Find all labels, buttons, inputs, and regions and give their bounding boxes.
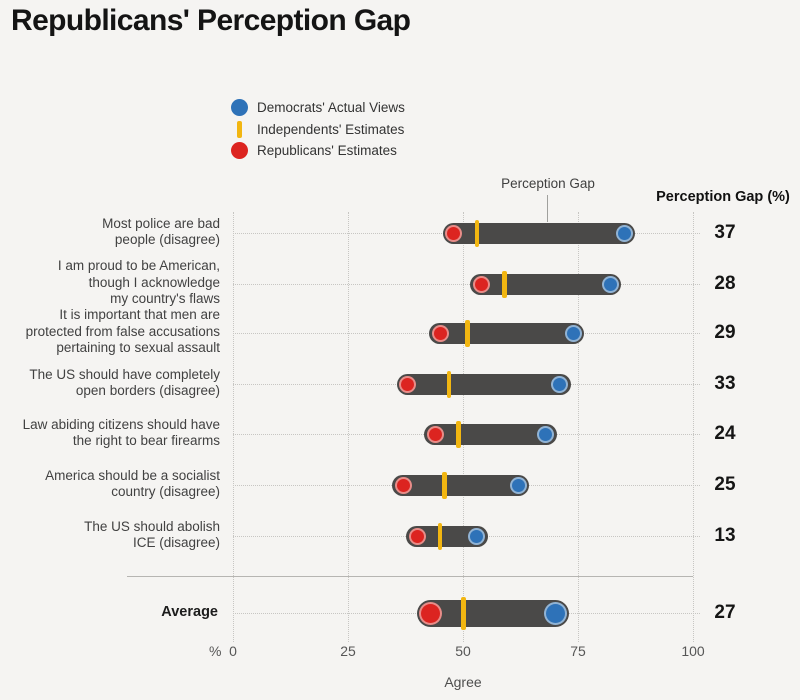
independent-estimate-line xyxy=(465,319,470,347)
gap-value: 13 xyxy=(714,525,736,546)
independent-estimate-line xyxy=(437,522,443,550)
democrat-actual-dot xyxy=(543,601,567,625)
independent-estimate-line xyxy=(442,471,447,499)
annotation-pointer-line xyxy=(547,195,548,222)
dumbbell-bar xyxy=(396,373,571,395)
row-label: Law abiding citizens should have the righ… xyxy=(22,416,220,449)
independent-estimate-line xyxy=(460,596,466,630)
legend-item: Democrats' Actual Views xyxy=(231,99,405,116)
republican-estimate-dot xyxy=(472,275,490,293)
democrat-actual-dot xyxy=(468,527,486,545)
democrat-actual-dot xyxy=(551,375,569,393)
legend-label: Democrats' Actual Views xyxy=(257,100,405,115)
gap-value: 24 xyxy=(714,423,736,444)
dumbbell-bar xyxy=(442,222,635,244)
gap-value: 33 xyxy=(714,373,736,394)
tick-label-0: 0 xyxy=(229,643,237,659)
republican-estimate-dot xyxy=(419,601,443,625)
independent-estimate-line xyxy=(456,420,461,448)
legend-label: Independents' Estimates xyxy=(257,121,405,137)
democrat-actual-dot xyxy=(509,476,527,494)
republican-estimate-dot xyxy=(426,425,444,443)
dumbbell-bar xyxy=(470,273,622,295)
republican-estimate-dot xyxy=(445,224,463,242)
row-label: It is important that men are protected fr… xyxy=(25,307,220,356)
row-label: America should be a socialist country (di… xyxy=(45,467,220,500)
legend-label: Republicans' Estimates xyxy=(257,143,397,158)
row-label: The US should have completely open border… xyxy=(29,366,220,399)
dumbbell-bar xyxy=(406,525,488,547)
legend-item: Independents' Estimates xyxy=(231,120,405,138)
legend: Democrats' Actual Views Independents' Est… xyxy=(231,99,405,164)
legend-circle-icon xyxy=(231,142,248,159)
legend-bar-icon xyxy=(231,120,248,138)
republican-estimate-dot xyxy=(431,324,449,342)
legend-item: Republicans' Estimates xyxy=(231,142,405,159)
dumbbell-bar xyxy=(392,474,530,496)
row-label: The US should abolish ICE (disagree) xyxy=(84,518,220,551)
gap-column-header: Perception Gap (%) xyxy=(656,189,790,205)
tick-label-25: 25 xyxy=(340,643,356,659)
leader-line xyxy=(233,284,700,285)
axis-unit-label: % xyxy=(209,643,222,659)
average-label: Average xyxy=(161,604,218,620)
democrat-actual-dot xyxy=(615,224,633,242)
row-label: I am proud to be American, though I ackno… xyxy=(57,258,220,307)
gap-value: 28 xyxy=(714,273,736,294)
gridline-75 xyxy=(578,212,579,642)
tick-label-100: 100 xyxy=(681,643,705,659)
democrat-actual-dot xyxy=(537,425,555,443)
democrat-actual-dot xyxy=(564,324,582,342)
gap-value: 27 xyxy=(714,602,736,623)
independent-estimate-line xyxy=(474,219,480,247)
gridline-0 xyxy=(233,212,234,642)
republican-estimate-dot xyxy=(399,375,417,393)
tick-label-75: 75 xyxy=(570,643,586,659)
independent-estimate-line xyxy=(502,270,507,298)
gap-value: 25 xyxy=(714,474,736,495)
independent-estimate-line xyxy=(446,370,452,398)
average-separator-line xyxy=(127,576,693,577)
gap-value: 37 xyxy=(714,222,736,243)
axis-agree-label: Agree xyxy=(444,674,482,690)
row-label: Most police are bad people (disagree) xyxy=(102,215,220,248)
page-title: Republicans' Perception Gap xyxy=(11,4,411,37)
dumbbell-bar xyxy=(429,322,585,344)
legend-circle-icon xyxy=(231,99,248,116)
republican-estimate-dot xyxy=(394,476,412,494)
annotation-label: Perception Gap xyxy=(501,176,595,191)
gridline-25 xyxy=(348,212,349,642)
tick-label-50: 50 xyxy=(455,643,471,659)
gap-value: 29 xyxy=(714,322,736,343)
republican-estimate-dot xyxy=(408,527,426,545)
gridline-100 xyxy=(693,212,694,642)
democrat-actual-dot xyxy=(601,275,619,293)
